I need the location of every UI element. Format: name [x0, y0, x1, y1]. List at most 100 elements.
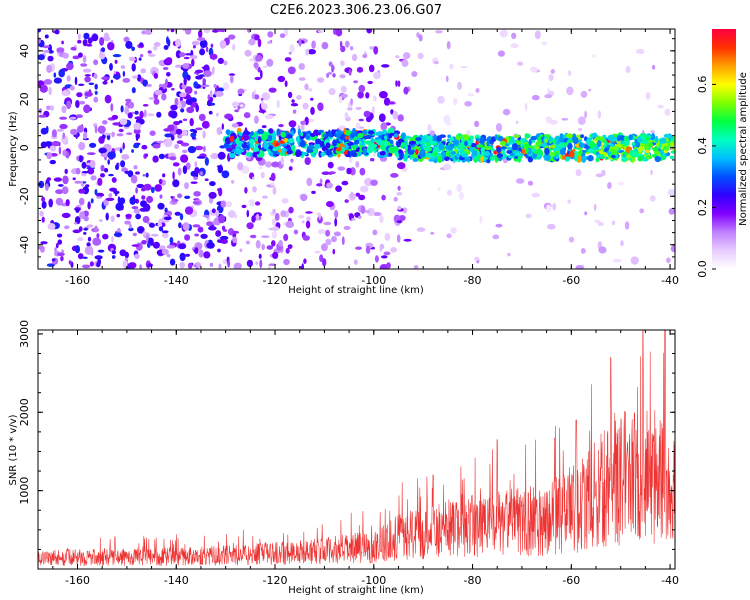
spectrogram-noise-cell	[178, 120, 183, 124]
spectrogram-noise-cell	[636, 48, 645, 55]
spectrogram-noise-cell	[124, 220, 131, 225]
spectrogram-noise-cell	[204, 157, 209, 166]
spectrogram-noise-cell	[107, 151, 116, 160]
spectrogram-noise-cell	[158, 226, 164, 232]
spectrogram-noise-cell	[178, 102, 182, 109]
spectrogram-band-cell	[512, 143, 518, 151]
spectrogram-noise-cell	[112, 122, 121, 126]
spectrogram-x-ticks: -160 -140 -120 -100 -80 -60 -40	[52, 29, 679, 287]
spectrogram-noise-cell	[516, 178, 525, 184]
spectrogram-noise-cell	[255, 261, 259, 265]
spectrogram-band-cell	[581, 149, 587, 154]
spectrogram-noise-cell	[445, 121, 452, 126]
spectrogram-band-cell	[286, 149, 293, 155]
spectrogram-noise-cell	[119, 118, 128, 126]
spectrogram-band-cell	[535, 140, 542, 148]
spectrogram-noise-cell	[38, 29, 42, 33]
spectrogram-noise-cell	[166, 36, 169, 45]
spectrogram-noise-cell	[437, 187, 441, 192]
spectrogram-noise-cell	[365, 116, 372, 123]
spectrogram-band-cell	[599, 150, 604, 155]
spectrogram-noise-cell	[373, 95, 377, 102]
spectrogram-noise-cell	[161, 93, 167, 101]
spectrogram-noise-cell	[279, 33, 286, 39]
spectrogram-noise-cell	[310, 97, 314, 101]
spectrogram-noise-cell	[135, 198, 140, 204]
spectrogram-band-cell	[332, 139, 337, 147]
spectrogram-noise-cell	[184, 86, 193, 94]
spectrogram-noise-cell	[293, 229, 299, 235]
spectrogram-noise-cell	[120, 65, 126, 69]
spectrogram-noise-cell	[430, 231, 435, 235]
spectrogram-noise-cell	[57, 239, 63, 245]
spectrogram-noise-cell	[175, 50, 182, 59]
spectrogram-noise-cell	[206, 242, 215, 249]
spectrogram-noise-cell	[231, 230, 240, 234]
spectrogram-noise-cell	[142, 231, 147, 236]
spectrogram-band-cell	[480, 155, 484, 164]
spectrogram-noise-cell	[350, 191, 354, 199]
spectrogram-band-cell	[447, 134, 452, 139]
spectrogram-noise-cell	[355, 122, 361, 129]
spectrogram-noise-cell	[396, 192, 403, 196]
spectrogram-noise-cell	[73, 222, 78, 225]
spectrogram-noise-cell	[119, 197, 126, 205]
spectrogram-noise-cell	[40, 127, 48, 135]
spectrogram-noise-cell	[111, 131, 115, 138]
spectrogram-noise-cell	[180, 108, 185, 113]
spectrogram-noise-cell	[210, 43, 214, 48]
spectrogram-band-cell	[261, 133, 268, 141]
spectrogram-noise-cell	[161, 230, 169, 234]
spectrogram-noise-cell	[45, 183, 49, 191]
spectrogram-noise-cell	[337, 166, 346, 171]
spectrogram-noise-cell	[147, 53, 156, 57]
spectrogram-noise-cell	[190, 181, 198, 184]
spectrogram-noise-cell	[162, 232, 169, 239]
spectrogram-noise-cell	[321, 171, 330, 175]
spectrogram-noise-cell	[94, 83, 98, 90]
spectrogram-band-cell	[238, 132, 243, 137]
spectrogram-band-cell	[636, 136, 642, 142]
spectrogram-noise-cell	[171, 87, 175, 91]
spectrogram-noise-cell	[145, 29, 153, 35]
spectrogram-band-cell	[561, 155, 566, 160]
spectrogram-noise-cell	[278, 124, 284, 128]
spectrogram-noise-cell	[163, 45, 169, 50]
spectrogram-noise-cell	[177, 133, 183, 139]
spectrogram-noise-cell	[607, 182, 612, 189]
spectrogram-noise-cell	[218, 263, 222, 269]
spectrogram-noise-cell	[49, 145, 57, 152]
spectrogram-noise-cell	[162, 173, 166, 178]
spectrogram-noise-cell	[150, 233, 159, 237]
spectrogram-band-cell	[670, 141, 674, 148]
spectrogram-noise-cell	[374, 255, 379, 263]
spectrogram-noise-cell	[180, 154, 189, 163]
spectrogram-noise-cell	[194, 233, 200, 237]
spectrogram-noise-cell	[241, 165, 250, 174]
spectrogram-band-cell	[300, 132, 304, 137]
spectrogram-noise-cell	[182, 149, 188, 154]
spectrogram-noise-cell	[48, 86, 52, 96]
spectrogram-band-cell	[252, 151, 257, 158]
spectrogram-noise-cell	[86, 242, 91, 247]
spectrogram-noise-cell	[182, 165, 188, 174]
spectrogram-noise-cell	[174, 144, 180, 149]
spectrogram-noise-cell	[165, 57, 173, 64]
spectrogram-noise-cell	[48, 198, 53, 208]
spectrogram-noise-cell	[122, 70, 126, 77]
spectrogram-noise-cell	[177, 193, 183, 199]
spectrogram-noise-cell	[72, 229, 81, 234]
spectrogram-noise-cell	[54, 29, 60, 35]
spectrogram-noise-cell	[529, 66, 538, 73]
spectrogram-noise-cell	[265, 161, 272, 168]
spectrogram-noise-cell	[232, 43, 236, 51]
spectrogram-noise-cell	[289, 44, 295, 53]
spectrogram-noise-cell	[492, 234, 500, 240]
spectrogram-band-cell	[226, 147, 233, 152]
spectrogram-noise-cell	[184, 182, 189, 190]
spectrogram-noise-cell	[201, 120, 210, 129]
spectrogram-noise-cell	[362, 54, 368, 59]
spectrogram-band-cell	[645, 155, 653, 160]
spectrogram-band-cell	[328, 132, 333, 138]
spectrogram-noise-cell	[200, 233, 208, 239]
